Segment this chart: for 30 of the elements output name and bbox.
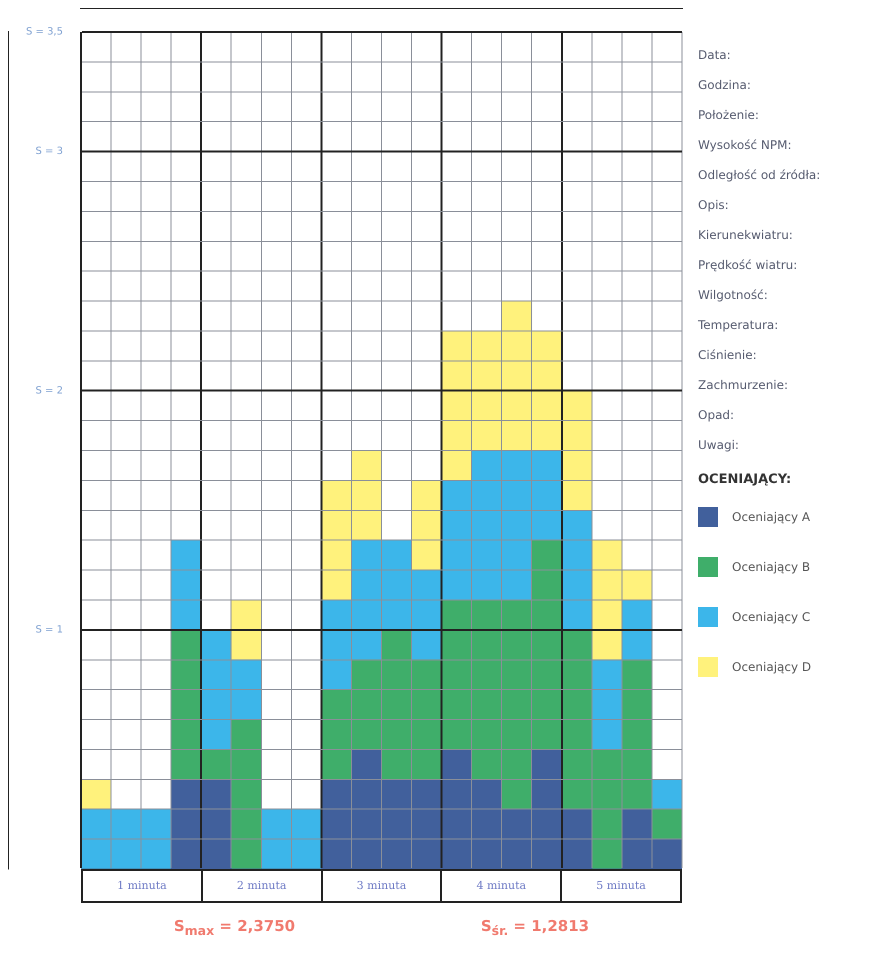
text: Wysokość NPM: [698, 138, 792, 152]
text: Opad: [698, 408, 736, 422]
text: 3 minuta [320, 871, 440, 901]
text: Odległość od źródła: [698, 168, 822, 182]
text: Wilgotność: [698, 288, 769, 302]
legend-label: Oceniający B [732, 560, 810, 574]
text: Prędkość wiatru: [698, 258, 798, 272]
legend-label: Oceniający D [732, 660, 812, 674]
legend-label: Oceniający C [732, 610, 810, 624]
y-tick-label: S = 3,5 [26, 26, 63, 38]
text: Opis: [698, 198, 730, 212]
text: S$_{śr.}$ = 1,2813 [480, 917, 590, 938]
text: Godzina: [698, 78, 752, 92]
y-tick-label: S = 1 [36, 624, 63, 636]
text: 4 minuta [440, 871, 560, 901]
text: S$_{max}$ = 2,3750 [174, 917, 296, 938]
y-tick-label: S = 3 [36, 146, 63, 158]
text: 5 minuta [560, 871, 680, 901]
legend-label: Oceniający A [732, 510, 810, 524]
text: 1 minuta [116, 878, 168, 894]
text: Kierunekwiatru: [698, 228, 794, 242]
text: 2 minuta [200, 871, 321, 901]
legend-title: OCENIAJĄCY: [698, 472, 792, 487]
text: Położenie: [698, 108, 760, 122]
text: Ciśnienie: [698, 348, 758, 362]
y-tick-label: S = 2 [36, 385, 63, 396]
text: Temperatura: [698, 318, 780, 332]
text: Data: [698, 48, 732, 62]
text: Zachmurzenie: [698, 378, 790, 392]
text: Uwagi: [698, 438, 740, 452]
